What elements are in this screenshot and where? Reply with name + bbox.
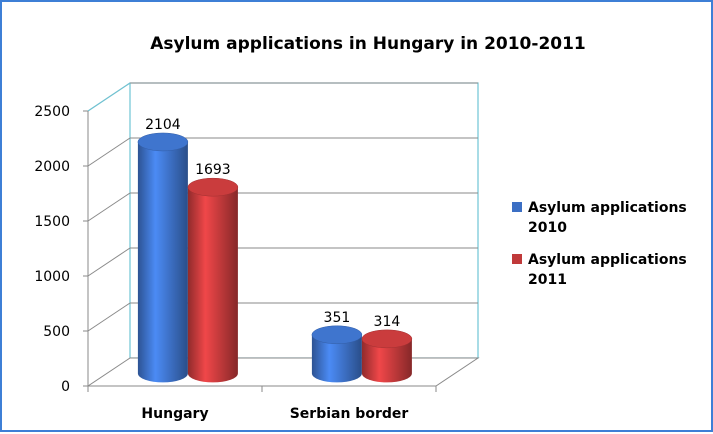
bar-body <box>311 334 362 383</box>
left-wall-edge <box>87 82 131 112</box>
y-tick-label: 0 <box>61 379 70 395</box>
bar-asylum-applications-2010-hungary <box>137 132 189 383</box>
gridline-diagonal <box>87 247 131 277</box>
legend-label: Asylum applications <box>528 252 687 268</box>
bar-asylum-applications-2011-serbian-border <box>361 329 413 383</box>
y-tick-label: 1000 <box>34 269 70 285</box>
legend-label: Asylum applications <box>528 200 687 216</box>
y-tick-label: 500 <box>43 324 70 340</box>
bar-top <box>361 329 413 349</box>
data-label: 314 <box>374 314 401 330</box>
x-category-label: Serbian border <box>290 406 409 422</box>
legend-swatch <box>512 202 522 212</box>
data-label: 351 <box>324 310 351 326</box>
legend-label-line2: 2011 <box>528 272 567 288</box>
legend-swatch <box>512 254 522 264</box>
data-label: 2104 <box>145 117 181 133</box>
gridline-diagonal <box>87 192 131 222</box>
bar-top <box>137 132 189 152</box>
data-label: 1693 <box>195 162 231 178</box>
bar-top <box>187 177 239 197</box>
bar-top <box>311 325 363 345</box>
gridline-diagonal <box>87 302 131 332</box>
bar-body <box>137 141 188 383</box>
legend-entry: Asylum applications 2011 <box>512 252 687 288</box>
bar-body <box>361 338 412 383</box>
chart-title: Asylum applications in Hungary in 2010-2… <box>150 34 586 54</box>
bar-asylum-applications-2011-hungary <box>187 177 239 383</box>
x-category-label: Hungary <box>141 406 208 422</box>
bar-asylum-applications-2010-serbian-border <box>311 325 363 383</box>
y-tick-label: 2000 <box>34 159 70 175</box>
bar-body <box>187 187 238 383</box>
y-tick-label: 1500 <box>34 214 70 230</box>
y-tick-label: 2500 <box>34 104 70 120</box>
legend-entry: Asylum applications 2010 <box>512 200 687 236</box>
gridline-diagonal <box>87 137 131 167</box>
legend-label-line2: 2010 <box>528 220 567 236</box>
